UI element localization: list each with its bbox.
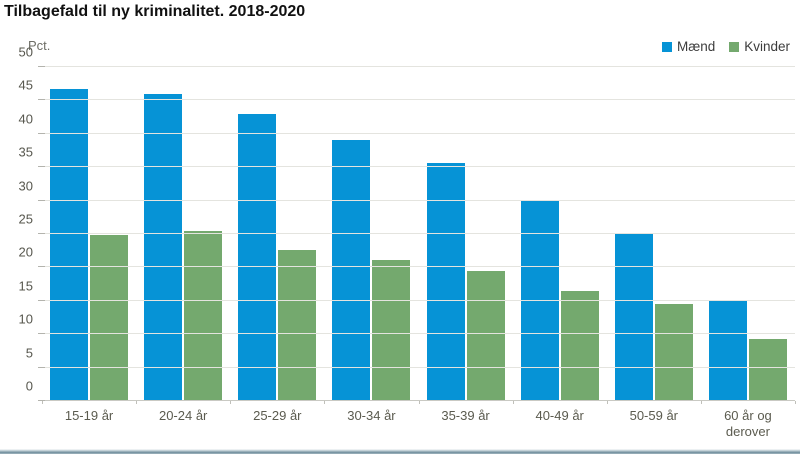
gridline-y-30 [42,199,795,201]
gridline-y-35 [42,166,795,168]
bar-kvinder-5 [466,270,505,401]
x-tick-4 [418,401,420,404]
gridline-y-45 [42,99,795,101]
y-tick-label-25: 25 [18,211,33,227]
y-tick-30 [38,199,45,201]
bar-group-1 [42,67,136,401]
y-tick-label-45: 45 [18,77,33,93]
y-tick-45 [38,99,45,101]
legend-label-kvinder: Kvinder [744,39,790,54]
x-label-2: 20-24 år [158,408,208,423]
bar-group-7 [607,67,701,401]
gridline-y-10 [42,333,795,335]
gridline-y-15 [42,299,795,301]
y-tick-label-20: 20 [18,244,33,260]
plot-area: 0 5 10 15 20 25 30 35 40 45 50 [19,45,796,404]
bars-container [42,67,795,401]
y-tick-50 [38,66,45,67]
y-tick-35 [38,166,45,168]
gridline-y-25 [42,233,795,234]
gridline-y-5 [42,366,795,368]
bar-group-3 [230,67,324,401]
y-axis-unit-label: Pct. [28,38,51,53]
gridline-y-0 [42,400,795,401]
bar-m-nd-3 [238,113,277,401]
bar-kvinder-6 [560,290,599,401]
y-tick-label-0: 0 [25,378,33,394]
x-tick-1 [136,401,138,404]
gridline-y-50 [42,66,795,67]
x-label-1: 15-19 år [64,408,114,423]
legend: Mænd Kvinder [661,39,790,54]
x-axis-labels: 15-19 år 20-24 år 25-29 år 30-34 år 35-39 år… [42,408,795,441]
bar-m-nd-7 [614,234,653,401]
y-tick-label-35: 35 [18,144,33,160]
bar-m-nd-2 [144,94,183,401]
bar-kvinder-7 [654,304,693,401]
bar-kvinder-1 [90,234,129,401]
chart-title: Tilbagefald til ny kriminalitet. 2018-20… [4,3,306,20]
bar-kvinder-8 [748,338,787,401]
x-tick-5 [512,401,514,404]
x-tick-0 [42,401,43,404]
bar-kvinder-2 [184,231,223,401]
x-tick-6 [606,401,608,404]
x-label-5: 35-39 år [441,408,490,423]
y-tick-0 [38,400,45,401]
y-tick-label-40: 40 [18,111,33,127]
maend-swatch-icon [661,41,672,52]
legend-item-kvinder: Kvinder [729,39,790,54]
bar-group-5 [419,67,513,401]
x-tick-3 [324,401,326,404]
bar-m-nd-5 [426,162,465,401]
gridline-y-40 [42,132,795,134]
y-tick-15 [38,299,45,301]
gridline-y-20 [42,266,795,268]
y-tick-5 [38,366,45,368]
x-label-3: 25-29 år [253,408,302,423]
x-tick-7 [700,401,702,404]
x-label-8: 60 år og derover [724,408,772,440]
kvinder-swatch-icon [729,41,740,52]
y-tick-label-10: 10 [18,311,33,327]
y-tick-label-50: 50 [18,44,33,60]
x-label-4: 30-34 år [347,408,396,423]
bar-group-2 [136,67,230,401]
footer-divider [0,449,800,454]
bar-kvinder-4 [372,260,411,401]
x-label-7: 50-59 år [629,408,679,423]
y-tick-40 [38,132,45,134]
y-tick-label-5: 5 [25,345,33,361]
x-tick-2 [230,401,232,404]
bar-m-nd-4 [332,140,371,401]
bar-group-6 [513,67,607,401]
y-tick-label-30: 30 [18,178,33,194]
x-label-6: 40-49 år [535,408,584,423]
bar-group-8 [701,67,795,401]
legend-item-maend: Mænd [661,39,716,54]
bar-m-nd-8 [708,300,747,401]
x-tick-8 [795,401,796,404]
bar-m-nd-1 [50,89,89,401]
y-tick-25 [38,233,45,234]
y-tick-20 [38,266,45,268]
bar-group-4 [324,67,418,401]
legend-label-maend: Mænd [676,39,716,54]
bar-kvinder-3 [278,250,317,401]
y-tick-label-15: 15 [18,278,33,294]
y-tick-10 [38,333,45,335]
